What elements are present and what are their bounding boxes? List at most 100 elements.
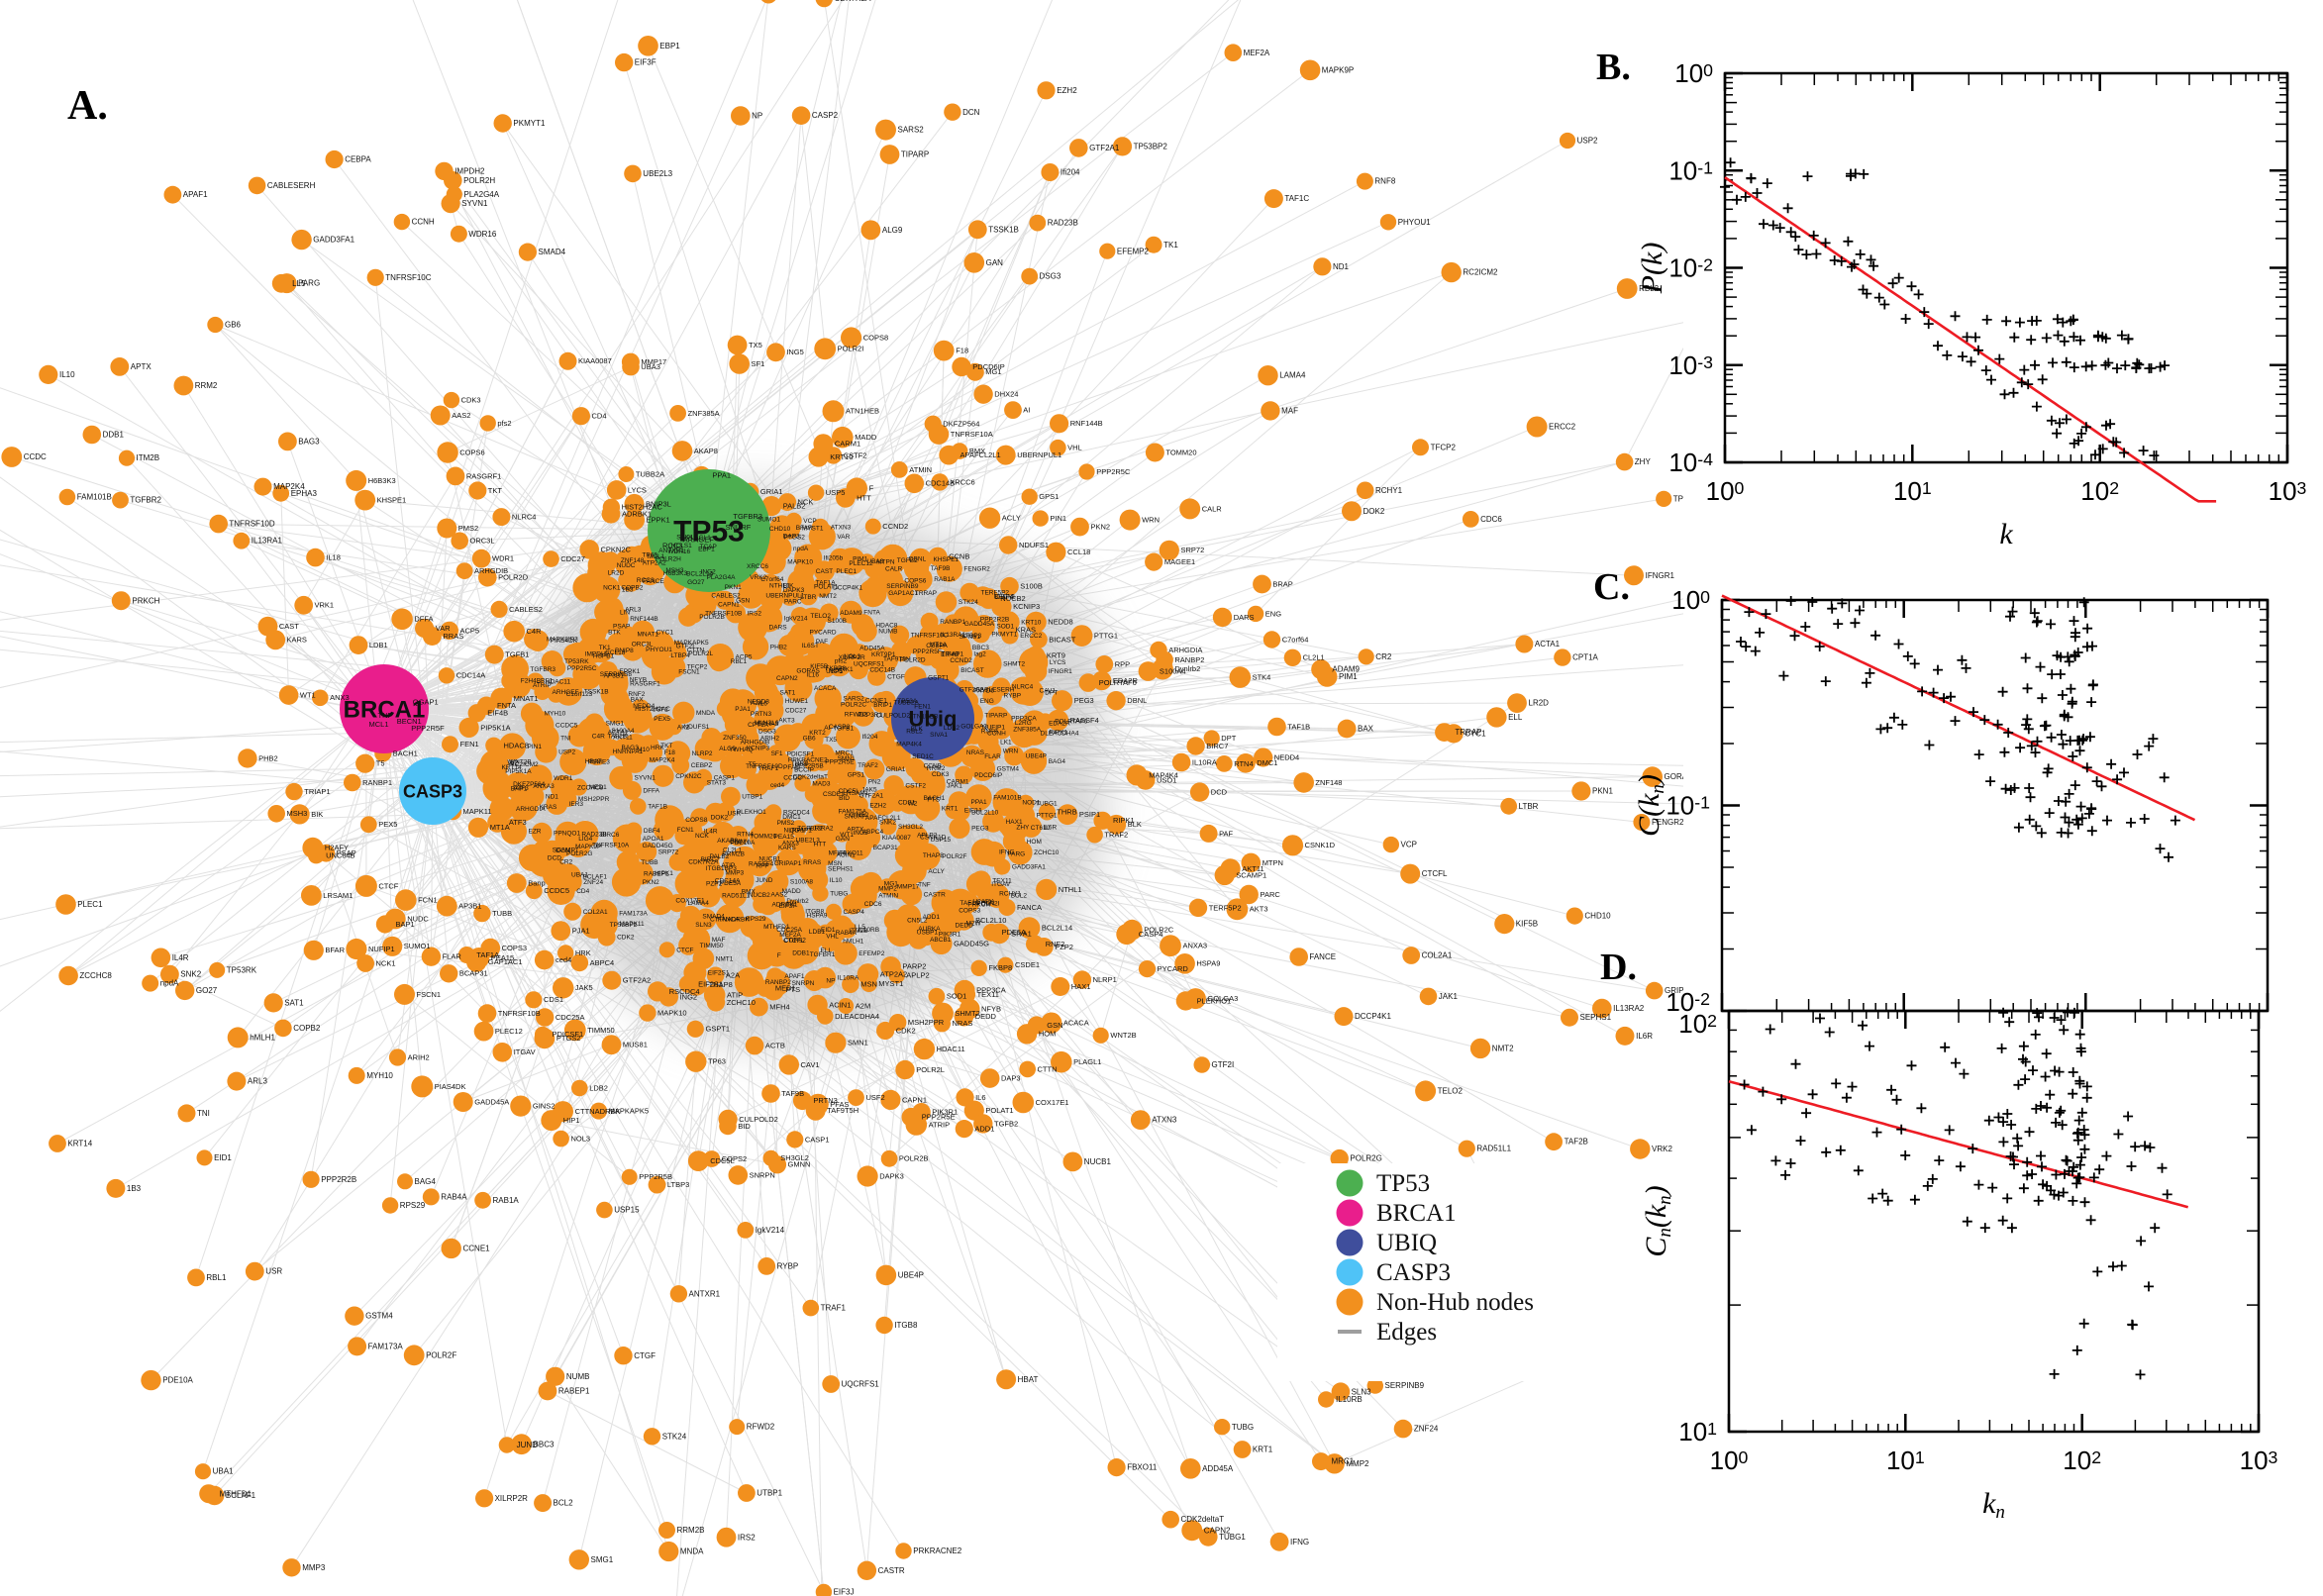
svg-text:GAN: GAN (836, 836, 850, 843)
svg-text:RPP: RPP (756, 863, 768, 870)
svg-text:DOK2: DOK2 (1364, 507, 1385, 516)
svg-text:WDR1: WDR1 (492, 554, 514, 563)
svg-text:pfs2: pfs2 (497, 419, 511, 428)
svg-text:NLRP2: NLRP2 (692, 750, 713, 757)
svg-text:CALR: CALR (1202, 504, 1223, 513)
svg-text:CTTN: CTTN (1038, 1064, 1058, 1073)
svg-text:HUWE1: HUWE1 (785, 698, 809, 705)
svg-text:GMNN: GMNN (788, 1160, 811, 1169)
svg-text:DFFA: DFFA (643, 788, 659, 795)
svg-text:CTTNADRBK: CTTNADRBK (575, 1107, 621, 1116)
svg-text:NTHL1: NTHL1 (769, 583, 790, 590)
svg-text:CABLES2: CABLES2 (509, 605, 543, 614)
svg-text:CTCF: CTCF (378, 881, 398, 890)
svg-text:BICAST: BICAST (960, 667, 984, 674)
svg-text:PKN2: PKN2 (643, 879, 659, 886)
svg-text:PEG3: PEG3 (1074, 696, 1094, 705)
svg-text:ENG: ENG (1265, 609, 1281, 618)
svg-text:MAPK11: MAPK11 (463, 807, 492, 816)
svg-text:AKT3: AKT3 (1250, 905, 1268, 914)
svg-text:MEF2A: MEF2A (1244, 49, 1270, 57)
svg-text:CTCFL: CTCFL (1422, 869, 1448, 878)
svg-text:GB6: GB6 (803, 735, 816, 742)
svg-text:PRKCH: PRKCH (967, 902, 990, 909)
svg-text:HRK: HRK (575, 948, 591, 957)
svg-text:ZNF385A: ZNF385A (1013, 726, 1041, 733)
svg-text:IL6: IL6 (975, 1093, 985, 1102)
svg-text:MFH4: MFH4 (769, 1003, 789, 1012)
svg-text:KRT1: KRT1 (1253, 1446, 1273, 1454)
svg-text:BTK: BTK (608, 630, 621, 637)
svg-text:SED1C: SED1C (912, 753, 934, 760)
svg-text:BAP1: BAP1 (396, 920, 415, 929)
svg-text:RPS29: RPS29 (400, 1201, 426, 1210)
svg-text:HOM: HOM (1027, 839, 1042, 846)
svg-text:BCL2: BCL2 (554, 1499, 574, 1508)
svg-text:GPS1: GPS1 (1039, 492, 1059, 501)
svg-text:SMAD4: SMAD4 (539, 248, 566, 256)
svg-text:GSN: GSN (1047, 1021, 1062, 1030)
svg-text:TNFRSF10B: TNFRSF10B (498, 1009, 541, 1018)
svg-text:ATMIN: ATMIN (909, 465, 932, 474)
svg-text:CAPN2: CAPN2 (776, 675, 798, 682)
svg-text:TSSK1B: TSSK1B (988, 225, 1019, 234)
svg-text:SHMT2: SHMT2 (1003, 661, 1025, 668)
svg-text:PIM1: PIM1 (853, 556, 868, 563)
svg-text:FLAR: FLAR (443, 952, 462, 961)
svg-text:FNTA: FNTA (863, 609, 880, 616)
svg-text:MYH10: MYH10 (545, 711, 566, 718)
svg-text:SMG1: SMG1 (591, 1555, 614, 1564)
svg-text:HBAT: HBAT (585, 758, 602, 765)
svg-text:ARHGDIA: ARHGDIA (1168, 646, 1202, 654)
svg-text:GO27: GO27 (687, 579, 705, 586)
svg-text:ZCHC10: ZCHC10 (1034, 849, 1060, 856)
svg-text:UBE4P: UBE4P (1026, 753, 1047, 760)
svg-text:TK1: TK1 (1163, 241, 1178, 249)
svg-text:RAD51L1: RAD51L1 (1476, 1145, 1511, 1153)
svg-text:ARHGDIB: ARHGDIB (474, 566, 508, 575)
svg-text:PKMYT1: PKMYT1 (991, 631, 1017, 638)
svg-text:RPP: RPP (1115, 659, 1130, 668)
svg-text:CARM1: CARM1 (835, 440, 860, 449)
svg-text:SRP72: SRP72 (1181, 546, 1205, 554)
svg-text:IRS2: IRS2 (748, 610, 762, 617)
svg-text:SYVN1: SYVN1 (635, 775, 656, 782)
svg-text:PPP2R2B: PPP2R2B (321, 1175, 356, 1184)
svg-text:RCHY1: RCHY1 (999, 890, 1021, 897)
svg-text:MMP2: MMP2 (878, 886, 897, 893)
svg-text:PEX5: PEX5 (654, 716, 670, 723)
svg-text:FCN1: FCN1 (677, 827, 694, 834)
svg-text:JAK1: JAK1 (1439, 992, 1459, 1001)
svg-text:ATIP: ATIP (727, 990, 743, 999)
svg-text:NLRP1: NLRP1 (1093, 975, 1117, 984)
svg-text:DAPK3: DAPK3 (879, 1171, 904, 1180)
svg-text:VHL: VHL (1067, 444, 1082, 452)
svg-text:H2AFY: H2AFY (325, 844, 349, 852)
svg-text:DMC1: DMC1 (1257, 758, 1277, 767)
svg-text:TAF1B: TAF1B (648, 804, 667, 811)
svg-text:GSTM4: GSTM4 (997, 766, 1020, 773)
svg-text:DHX24: DHX24 (994, 390, 1018, 399)
svg-text:PLEC12: PLEC12 (495, 1027, 523, 1036)
svg-text:MMP17: MMP17 (897, 884, 920, 891)
svg-text:ND1: ND1 (546, 793, 558, 800)
svg-text:F18: F18 (956, 347, 968, 355)
svg-text:HAX1: HAX1 (1071, 982, 1091, 991)
svg-text:CCNE1: CCNE1 (463, 1245, 491, 1253)
svg-text:NRAS: NRAS (953, 1019, 973, 1028)
svg-text:LAMA4: LAMA4 (688, 900, 710, 907)
svg-text:CTCF: CTCF (676, 947, 693, 953)
svg-text:SERPINB8: SERPINB8 (600, 671, 633, 678)
svg-text:ALG9: ALG9 (719, 746, 736, 752)
svg-text:RRM2: RRM2 (927, 765, 946, 772)
svg-text:ARIH2: ARIH2 (760, 736, 780, 743)
svg-text:POLR2G: POLR2G (566, 850, 592, 857)
svg-text:GADD45A: GADD45A (474, 1097, 509, 1106)
svg-text:ATMIN: ATMIN (878, 892, 898, 899)
svg-text:NCI1: NCI1 (829, 668, 844, 675)
svg-text:LDB2: LDB2 (589, 1083, 608, 1092)
svg-text:PALB2: PALB2 (783, 502, 806, 511)
svg-text:STAT3: STAT3 (707, 780, 727, 787)
svg-text:COX17E1: COX17E1 (1036, 1098, 1069, 1107)
svg-text:NEDD8: NEDD8 (748, 699, 769, 706)
